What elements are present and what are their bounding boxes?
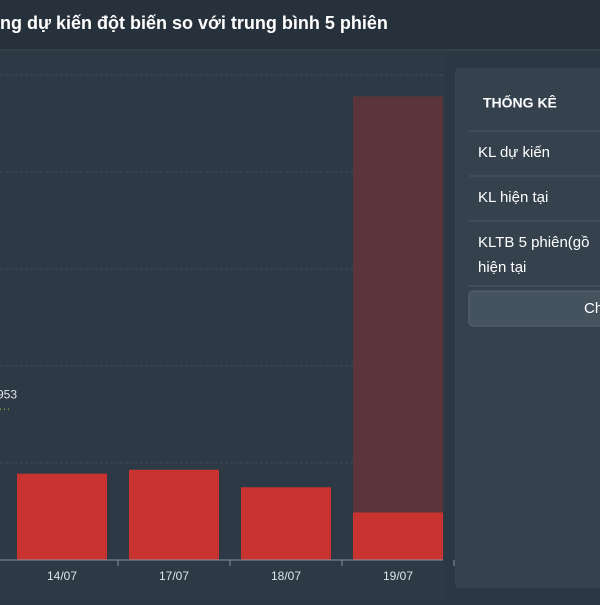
button[interactable] bbox=[468, 290, 600, 327]
annotation: 953 bbox=[0, 387, 17, 401]
row-label: KLTB 5 phiên(gồ bbox=[478, 234, 589, 251]
x-tick-label: 14/07 bbox=[47, 569, 77, 583]
panel-title: THỐNG KÊ bbox=[483, 94, 557, 111]
header-bar bbox=[0, 0, 600, 50]
stats-panel bbox=[455, 68, 600, 588]
bar bbox=[353, 512, 443, 560]
bar bbox=[129, 469, 219, 560]
x-tick-label: 17/07 bbox=[159, 569, 189, 583]
chart: 14/07 17/07 18/07 19/07 953 bbox=[0, 74, 455, 583]
row-label: KL hiện tại bbox=[478, 189, 548, 206]
header-title: ng dự kiến đột biến so với trung bình 5 … bbox=[0, 13, 388, 33]
bar bbox=[353, 96, 443, 560]
bar bbox=[241, 487, 331, 560]
x-tick-label: 18/07 bbox=[271, 569, 301, 583]
x-tick-label: 19/07 bbox=[383, 569, 413, 583]
row-label: KL dự kiến bbox=[478, 144, 550, 161]
row-label: hiện tại bbox=[478, 259, 526, 276]
button-label[interactable]: Ch bbox=[584, 300, 600, 317]
bar bbox=[17, 473, 107, 560]
